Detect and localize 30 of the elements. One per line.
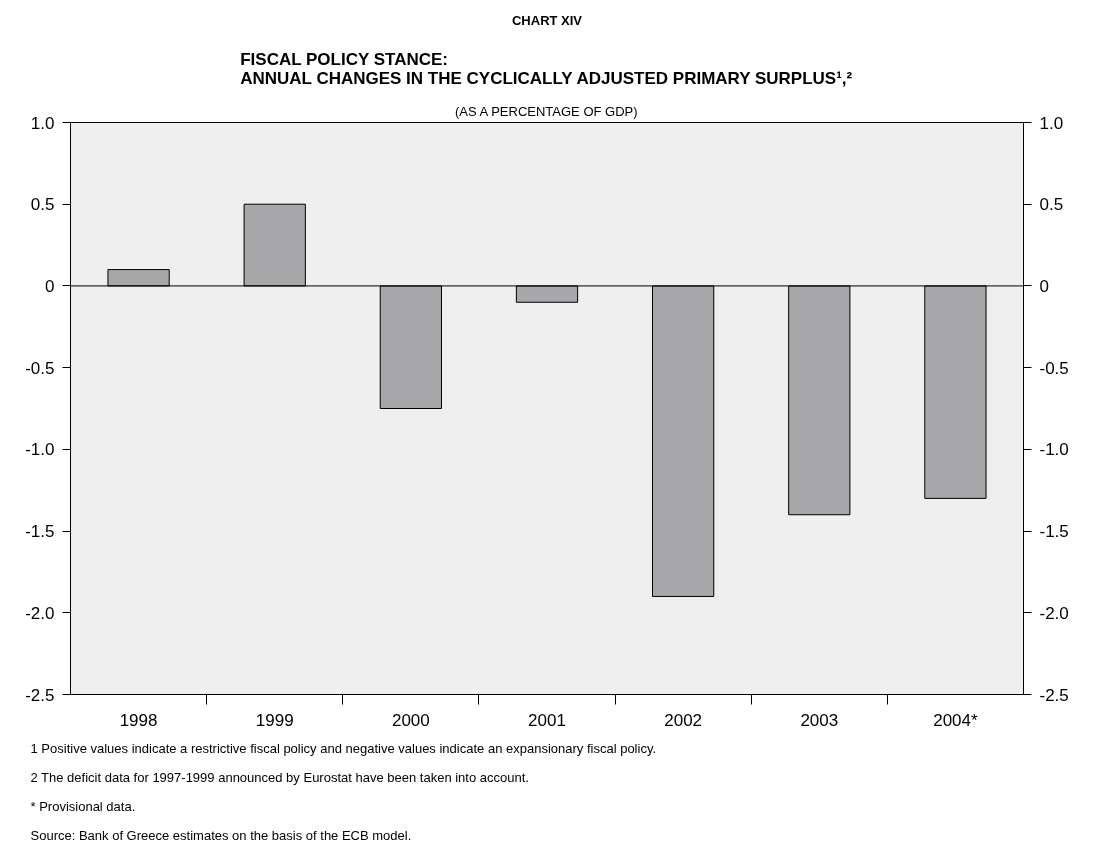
y2-tick-label: -0.5: [1039, 358, 1069, 378]
text: (AS A PERCENTAGE OF GDP): [455, 103, 638, 119]
chart-title: CHART XIV: [511, 12, 583, 28]
y2-tick-label: -1.5: [1039, 522, 1069, 542]
y-tick-label: 0: [45, 276, 55, 296]
y2-tick-label: 0.5: [1039, 195, 1064, 215]
x-tick-label: 2001: [528, 710, 566, 730]
y2-tick-label: 0: [1039, 276, 1049, 296]
y-tick-label: -1.5: [25, 522, 55, 542]
y2-tick-label: 1.0: [1039, 113, 1064, 133]
x-tick-label: 1998: [119, 710, 158, 730]
x-tick-label: 2003: [800, 710, 839, 730]
x-tick-label: 1999: [255, 710, 294, 730]
y-tick-label: -2.5: [25, 685, 55, 705]
text: 2 The deficit data for 1997-1999 announced by Eurostat have been taken into account.: [30, 769, 529, 785]
source-note: Source: Bank of Greece estimates on the basis of the ECB model.: [30, 827, 412, 843]
y-tick-label: -0.5: [25, 358, 55, 378]
chart-subtitle: FISCAL POLICY STANCE: ANNUAL CHANGES IN THE CYCLICALLY ADJUSTED PRIMARY SURPLUS¹,²: [240, 49, 853, 88]
x-tick-label: 2004*: [933, 710, 979, 730]
y-tick-label: -2.0: [25, 603, 55, 623]
text: 1 Positive values indicate a restrictive fiscal policy and negative values indicate an expansionary fiscal policy.: [30, 740, 657, 756]
x-tick-label: 2002: [664, 710, 703, 730]
y2-tick-label: -1.0: [1039, 440, 1069, 460]
text: * Provisional data.: [30, 798, 136, 814]
y-tick-label: -1.0: [25, 440, 55, 460]
y2-tick-label: -2.0: [1039, 603, 1069, 623]
y2-tick-label: -2.5: [1039, 685, 1069, 705]
y-tick-label: 0.5: [30, 195, 55, 215]
x-tick-label: 2000: [391, 710, 430, 730]
y-tick-label: 1.0: [30, 113, 55, 133]
